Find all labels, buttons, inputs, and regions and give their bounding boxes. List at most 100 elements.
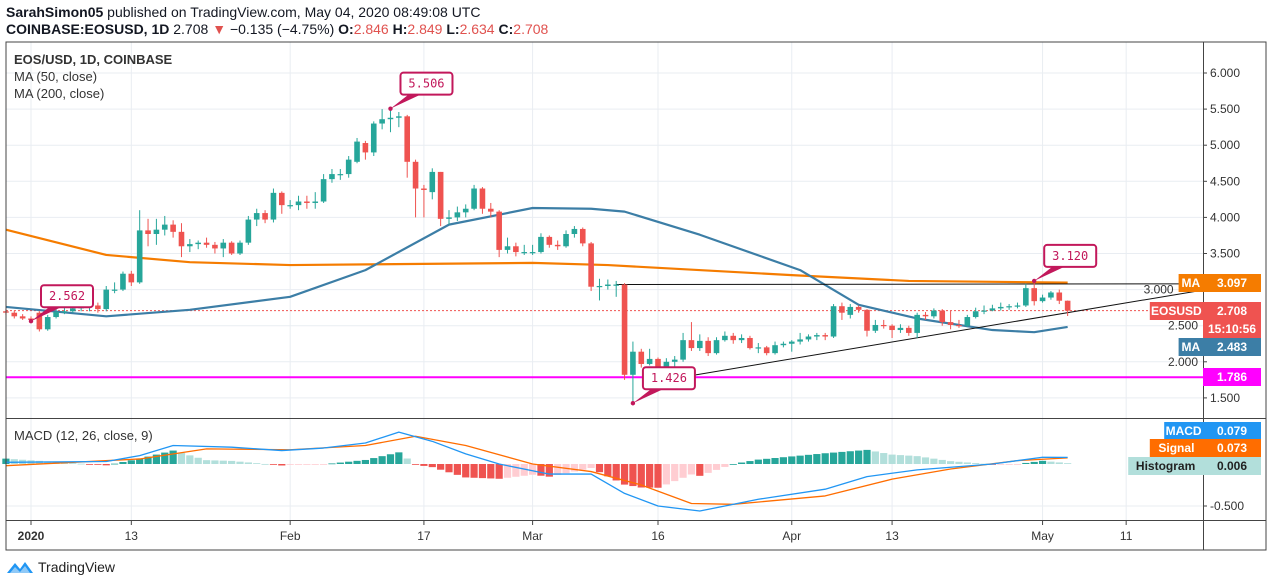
histogram-bar <box>470 464 478 478</box>
candle-body <box>11 312 18 317</box>
candle <box>797 332 803 345</box>
legend-macd[interactable]: MACD (12, 26, close, 9) <box>14 428 153 443</box>
histogram-bar <box>679 464 687 478</box>
triangle-down-icon: ▼ <box>212 21 227 37</box>
candle <box>554 240 561 250</box>
signal-label: Signal 0.073 <box>1149 439 1261 457</box>
histogram-bar <box>320 464 328 465</box>
ma200-label: MA 3.097 <box>1178 274 1261 292</box>
histogram-bar <box>177 452 186 464</box>
price-callout[interactable]: 1.426 <box>630 366 696 406</box>
footer: TradingView <box>6 558 115 576</box>
candle-body <box>571 228 578 235</box>
price-callout[interactable]: 5.506 <box>388 71 454 111</box>
trend-line[interactable] <box>616 283 1202 286</box>
y-tick-label: 4.000 <box>1210 210 1240 224</box>
candle-body <box>103 289 110 310</box>
histogram-bar <box>269 464 278 465</box>
candle-body <box>120 273 126 290</box>
candle-body <box>437 171 444 219</box>
candle <box>161 215 168 236</box>
candle-body <box>847 306 854 315</box>
candle <box>362 140 369 160</box>
trend-line[interactable] <box>682 289 1202 378</box>
brand-name[interactable]: TradingView <box>38 559 116 575</box>
y-tick-label: 3.500 <box>1210 247 1240 261</box>
ma50-label-tag: MA <box>1181 340 1200 354</box>
signal-label-tag-bg <box>1149 439 1203 457</box>
histogram-bar <box>370 458 378 464</box>
callout-pointer <box>1034 266 1065 281</box>
histogram-bar <box>1038 460 1047 464</box>
histogram-bar <box>253 463 261 464</box>
candle <box>705 337 711 357</box>
candle <box>1039 294 1046 303</box>
callout-point <box>1032 278 1037 284</box>
candle-body <box>279 192 285 206</box>
candle-body <box>947 322 954 325</box>
histogram-bar <box>905 455 913 464</box>
candle-body <box>897 327 904 331</box>
callout-text: 3.120 <box>1052 249 1088 263</box>
candle-body <box>630 351 636 375</box>
candle <box>128 270 135 286</box>
candle <box>513 242 519 257</box>
candle <box>1056 289 1063 305</box>
histogram-bar <box>353 460 361 464</box>
candle-body <box>680 340 686 360</box>
candle <box>713 337 720 355</box>
candle-body <box>354 141 360 162</box>
candle-body <box>421 188 427 190</box>
price-callout[interactable]: 3.120 <box>1032 243 1098 284</box>
histogram-bar <box>696 464 704 476</box>
histogram-bar <box>311 464 319 465</box>
candle <box>613 280 619 297</box>
candle <box>203 237 210 248</box>
histogram-bar <box>687 464 696 475</box>
last-price-label-value-bg <box>1203 302 1261 320</box>
histogram-bar <box>144 456 152 464</box>
candle-body <box>128 273 135 283</box>
candle <box>671 356 678 368</box>
legend-title[interactable]: EOS/USD, 1D, COINBASE <box>14 52 173 67</box>
y-tick-label: 3.000 <box>1144 283 1174 297</box>
legend-ma50[interactable]: MA (50, close) <box>14 69 97 84</box>
candle <box>471 184 477 211</box>
histogram-bar <box>69 463 77 464</box>
publisher-name[interactable]: SarahSimon05 <box>6 4 104 20</box>
histogram-bar <box>821 453 829 464</box>
countdown-label: 15:10:56 <box>1203 320 1261 338</box>
candle-body <box>212 244 218 249</box>
candle-body <box>245 219 252 243</box>
candle <box>212 241 218 254</box>
candle <box>153 218 160 245</box>
candle-body <box>772 345 778 354</box>
histogram-bar <box>169 450 177 464</box>
price-callout[interactable]: 2.562 <box>28 284 94 324</box>
candle <box>1006 304 1012 310</box>
candle <box>320 174 327 203</box>
histogram-bar <box>955 461 963 464</box>
histogram-bar <box>813 454 821 464</box>
candle <box>454 206 461 222</box>
candle-body <box>805 336 812 340</box>
legend-ma200[interactable]: MA (200, close) <box>14 86 104 101</box>
candle <box>220 239 227 258</box>
candle-body <box>814 335 820 337</box>
candle-body <box>44 317 51 330</box>
candle-body <box>797 339 803 342</box>
candle-body <box>70 308 76 312</box>
support-label: 1.786 <box>1203 368 1261 386</box>
price-labels: MA 3.097 EOSUSD 2.708 15:10:56 MA 2.483 1.786 MA… <box>1128 274 1261 475</box>
candle-body <box>822 335 828 337</box>
candles <box>3 108 1071 404</box>
candle-body <box>496 211 502 250</box>
last-price-label: EOSUSD 2.708 <box>1149 302 1261 320</box>
candle-body <box>939 310 946 323</box>
candle <box>646 348 653 366</box>
histogram-bar <box>152 454 160 464</box>
signal-line <box>5 435 1068 505</box>
candle-body <box>697 340 703 349</box>
histogram-bar <box>495 464 503 479</box>
